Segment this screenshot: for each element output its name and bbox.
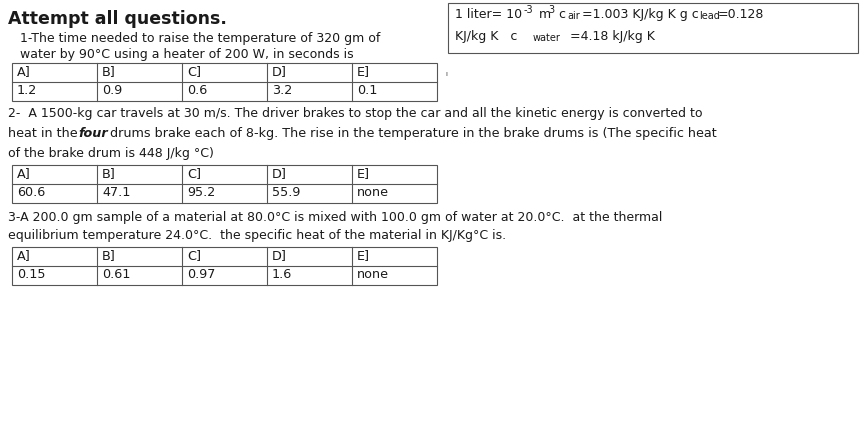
Text: E]: E] (356, 249, 369, 262)
Text: 3-A 200.0 gm sample of a material at 80.0°C is mixed with 100.0 gm of water at 2: 3-A 200.0 gm sample of a material at 80.… (8, 211, 661, 224)
FancyBboxPatch shape (12, 63, 437, 101)
Text: of the brake drum is 448 J/kg °C): of the brake drum is 448 J/kg °C) (8, 147, 214, 160)
FancyBboxPatch shape (12, 165, 437, 203)
Text: B]: B] (102, 65, 115, 78)
Text: 1-The time needed to raise the temperature of 320 gm of: 1-The time needed to raise the temperatu… (8, 32, 380, 45)
Text: C]: C] (187, 167, 201, 180)
Text: equilibrium temperature 24.0°C.  the specific heat of the material in KJ/Kg°C is: equilibrium temperature 24.0°C. the spec… (8, 229, 505, 242)
Text: E]: E] (356, 65, 369, 78)
Text: water by 90°C using a heater of 200 W, in seconds is: water by 90°C using a heater of 200 W, i… (8, 48, 353, 61)
Text: 55.9: 55.9 (272, 186, 300, 199)
Text: =0.128: =0.128 (717, 8, 764, 21)
Text: 0.9: 0.9 (102, 84, 122, 97)
Text: 0.61: 0.61 (102, 268, 130, 281)
Text: 2-  A 1500-kg car travels at 30 m/s. The driver brakes to stop the car and all t: 2- A 1500-kg car travels at 30 m/s. The … (8, 107, 702, 120)
Text: =1.003 KJ/kg K g c: =1.003 KJ/kg K g c (581, 8, 698, 21)
Text: C]: C] (187, 249, 201, 262)
Text: 60.6: 60.6 (17, 186, 45, 199)
FancyBboxPatch shape (448, 3, 857, 53)
Text: D]: D] (272, 65, 287, 78)
Text: Attempt all questions.: Attempt all questions. (8, 10, 226, 28)
Text: heat in the: heat in the (8, 127, 82, 140)
Text: none: none (356, 186, 388, 199)
Text: -3: -3 (523, 5, 533, 15)
Text: B]: B] (102, 167, 115, 180)
Text: D]: D] (272, 167, 287, 180)
Text: C]: C] (187, 65, 201, 78)
Text: A]: A] (17, 167, 31, 180)
Text: 47.1: 47.1 (102, 186, 130, 199)
Text: lead: lead (698, 11, 719, 21)
Text: m: m (535, 8, 550, 21)
Text: four: four (77, 127, 108, 140)
Text: 0.6: 0.6 (187, 84, 207, 97)
Text: E]: E] (356, 167, 369, 180)
Text: 3: 3 (548, 5, 554, 15)
Text: A]: A] (17, 249, 31, 262)
Text: water: water (532, 33, 561, 43)
Text: 3.2: 3.2 (272, 84, 292, 97)
Text: none: none (356, 268, 388, 281)
Text: 95.2: 95.2 (187, 186, 215, 199)
Text: 0.97: 0.97 (187, 268, 215, 281)
Text: D]: D] (272, 249, 287, 262)
Text: drums brake each of 8-kg. The rise in the temperature in the brake drums is (The: drums brake each of 8-kg. The rise in th… (106, 127, 715, 140)
Text: 1.2: 1.2 (17, 84, 37, 97)
Text: c: c (554, 8, 566, 21)
Text: ': ' (444, 71, 449, 85)
Text: A]: A] (17, 65, 31, 78)
Text: 1.6: 1.6 (272, 268, 292, 281)
Text: 1 liter= 10: 1 liter= 10 (455, 8, 522, 21)
Text: air: air (567, 11, 579, 21)
Text: KJ/kg K   c: KJ/kg K c (455, 30, 517, 43)
FancyBboxPatch shape (12, 247, 437, 285)
Text: B]: B] (102, 249, 115, 262)
Text: 0.1: 0.1 (356, 84, 377, 97)
Text: 0.15: 0.15 (17, 268, 46, 281)
Text: =4.18 kJ/kg K: =4.18 kJ/kg K (561, 30, 654, 43)
